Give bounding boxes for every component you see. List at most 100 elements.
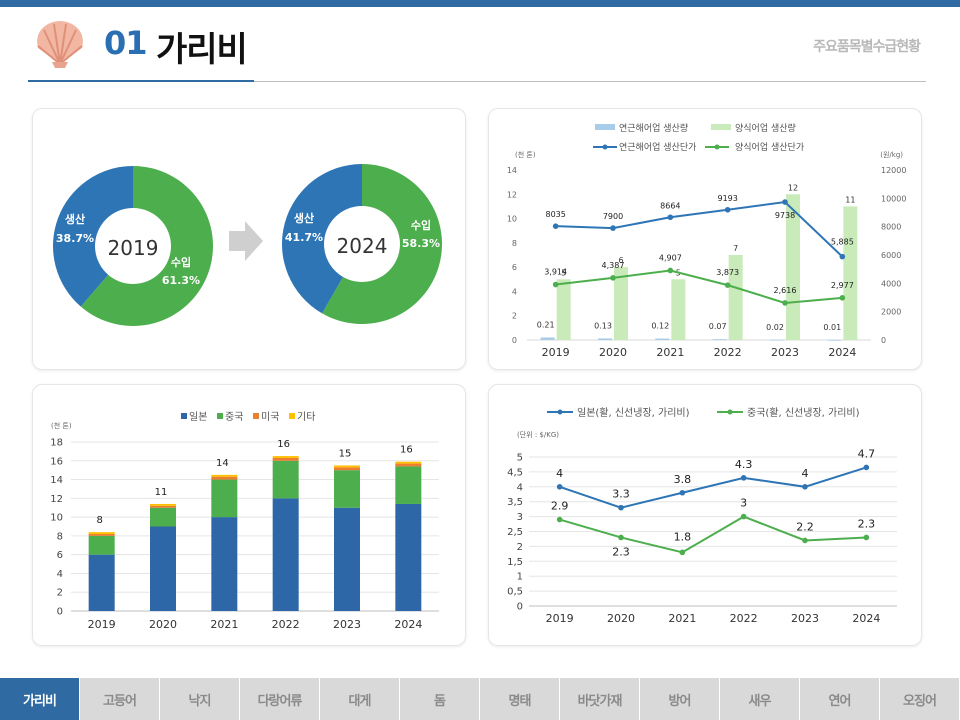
stack-segment-usa-2022 [272,457,299,461]
point-china-2019 [556,516,563,523]
y-right-ticks: 0 2000 4000 6000 8000 10000 12000 [881,166,906,345]
x-tick-2023: 2023 [791,612,819,625]
y-left-tick-label: 8 [512,239,517,248]
donut-2024-import-pct: 58.3% [402,237,440,250]
imports-by-country-panel: 일본 중국 미국 기타 (천 톤) 0 2 4 6 8 10 12 14 16 18 8 11 14 1… [32,384,466,646]
nav-tab-10[interactable]: 연어 [800,678,880,720]
stack-segment-japan-2024 [395,503,422,611]
point-coastal-2019 [552,223,559,229]
y-right-tick-label: 10000 [881,194,906,203]
point-aqua-2024 [839,295,846,301]
point-aqua-2022 [724,282,731,288]
bar-aqua-2020 [614,267,628,340]
point-china-2020 [618,534,624,541]
bar-coastal-2023 [770,339,784,341]
bar-coastal-2021 [655,338,670,340]
legend-aqua-production: 양식어업 생산량 [735,122,796,134]
stack-segment-japan-2019 [88,554,115,611]
y-right-tick-label: 6000 [881,251,901,260]
point-japan-2019 [556,484,563,490]
y-tick-label: 1 [517,572,523,583]
stack-segment-china-2022 [272,460,299,499]
header-divider [28,81,926,82]
donut-2019: 2019 생산 38.7% 수입 61.3% [52,166,213,326]
y-tick-label: 8 [57,531,63,542]
x-tick-2019: 2019 [546,612,574,625]
point-label-aqua-2024: 2,977 [831,281,854,290]
stack-segment-other-2020 [150,503,176,506]
point-label-japan-2019: 4 [556,467,563,480]
legend-japan: 일본 [189,411,207,423]
y-tick-label: 2,5 [507,527,523,538]
point-china-2024 [863,534,870,541]
y-tick-label: 12 [50,494,63,505]
nav-tab-7[interactable]: 바닷가재 [560,678,640,720]
bar-coastal-2024 [827,339,842,341]
donut-2019-production-label: 생산 [65,212,85,226]
line-aqua-price [555,269,843,304]
x-tick-2020: 2020 [607,612,635,625]
stack-segment-japan-2022 [272,498,299,611]
nav-tab-0[interactable]: 가리비 [0,678,80,720]
y-left-tick-label: 6 [512,263,517,272]
stacked-legend: 일본 중국 미국 기타 [181,411,315,423]
stacked-bars: 8 11 14 16 15 16 [88,439,422,611]
point-japan-2024 [863,464,870,471]
donut-2019-center-label: 2019 [108,236,159,260]
combo-legend: 연근해어업 생산량 양식어업 생산량 연근해어업 생산단가 양식어업 생산단가 [593,122,804,153]
y-right-unit: (원/kg) [880,150,903,159]
nav-tab-6[interactable]: 명태 [480,678,560,720]
stack-segment-china-2019 [88,535,115,555]
point-label-aqua-2023: 2,616 [774,286,797,295]
point-label-aqua-2019: 3,914 [544,268,567,277]
stack-segment-china-2023 [334,470,360,508]
x-tick-2020: 2020 [149,618,177,631]
legend-swatch-aqua-production [711,124,731,130]
legend-china: 중국 [225,411,243,423]
nav-tab-2[interactable]: 낙지 [160,678,240,720]
stack-segment-japan-2023 [334,507,360,611]
stack-segment-other-2021 [211,474,238,477]
scallop-logo-icon [37,21,83,68]
x-tick-2021: 2021 [210,618,238,631]
point-china-2021 [679,549,686,556]
y-right-tick-label: 4000 [881,279,901,288]
donut-charts: 2019 생산 38.7% 수입 61.3% 2024 생산 41.7% 수입 … [52,164,442,326]
legend-marker-japan [557,409,563,415]
point-label-china-2021: 1.8 [674,530,692,543]
point-label-japan-2020: 3.3 [612,488,630,501]
point-coastal-2022 [724,206,731,213]
point-china-2023 [802,537,808,544]
nav-tab-4[interactable]: 대게 [320,678,400,720]
y-tick-label: 0,5 [507,587,523,598]
point-label-japan-2022: 4.3 [735,458,753,471]
point-label-coastal-2024: 5,885 [831,238,854,247]
stack-total-label-2022: 16 [277,439,290,450]
line-legend: 일본(활, 신선냉장, 가리비) 중국(활, 신선냉장, 가리비) [547,406,860,419]
legend-coastal-production: 연근해어업 생산량 [619,122,688,134]
nav-tab-11[interactable]: 오징어 [880,678,960,720]
nav-tab-3[interactable]: 다랑어류 [240,678,320,720]
nav-tab-9[interactable]: 새우 [720,678,800,720]
nav-tab-1[interactable]: 고등어 [80,678,160,720]
point-japan-2023 [802,484,808,490]
point-coastal-2021 [667,214,674,221]
donut-2019-import-label: 수입 [171,256,191,269]
nav-tab-5[interactable]: 돔 [400,678,480,720]
y-tick-label: 2 [517,542,523,553]
donut-comparison-panel: 2019 생산 38.7% 수입 61.3% 2024 생산 41.7% 수입 … [32,108,466,370]
y-left-tick-label: 10 [507,215,517,224]
legend-swatch-japan [181,413,187,419]
stack-segment-usa-2019 [88,534,115,536]
donut-2024-production-label: 생산 [294,211,314,225]
bar-aqua-2022 [728,255,743,340]
x-axis-ticks: 2019 2020 2021 2022 2023 2024 [88,618,423,631]
stack-total-label-2024: 16 [400,445,413,456]
point-aqua-2023 [782,300,788,306]
nav-tab-8[interactable]: 방어 [640,678,720,720]
line-china [559,515,867,554]
bar-aqua-2019 [556,279,571,340]
point-label-japan-2023: 4 [802,467,809,480]
y-tick-label: 14 [50,475,63,486]
